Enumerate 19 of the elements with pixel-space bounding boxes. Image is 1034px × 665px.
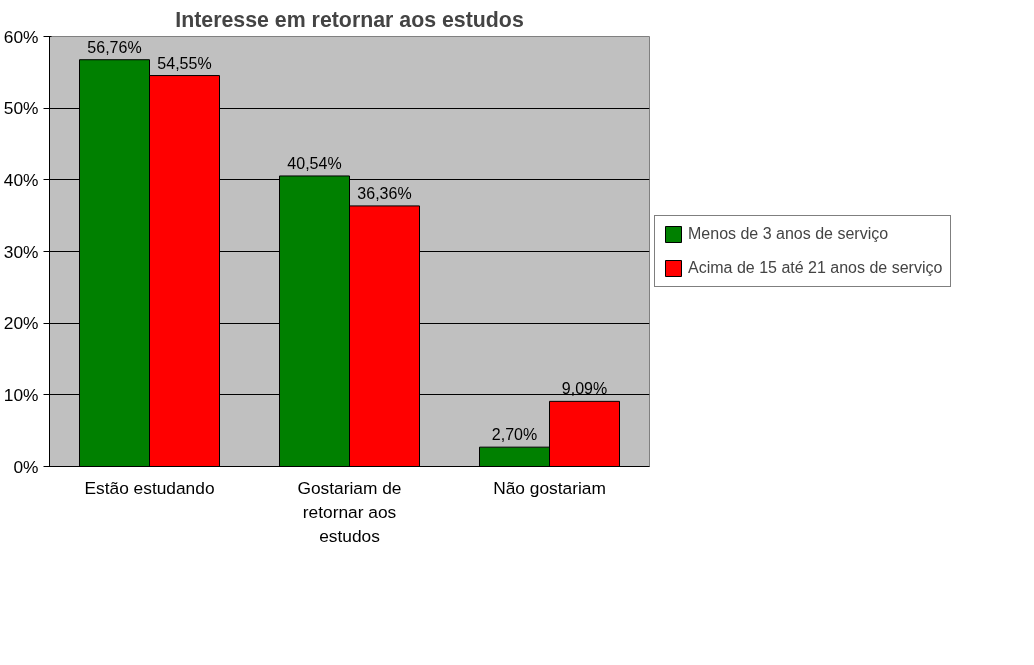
legend-label: Menos de 3 anos de serviço xyxy=(688,225,889,243)
data-label: 54,55% xyxy=(157,54,212,72)
y-tick-label: 50% xyxy=(3,98,39,119)
y-tick-label: 30% xyxy=(3,241,39,262)
y-tick-label: 0% xyxy=(13,456,39,477)
y-tick-label: 20% xyxy=(3,313,39,334)
chart-title: Interesse em retornar aos estudos xyxy=(175,7,524,32)
legend-label: Acima de 15 até 21 anos de serviço xyxy=(688,259,943,277)
data-label: 2,70% xyxy=(491,426,538,444)
data-label: 36,36% xyxy=(357,184,412,202)
x-tick-label: Estão estudando xyxy=(84,477,215,498)
x-tick-label: Gostariam de retornar aos estudos xyxy=(297,477,402,546)
y-tick-label: 60% xyxy=(3,26,39,47)
y-tick-label: 40% xyxy=(3,169,39,190)
x-tick-label: Não gostariam xyxy=(493,477,606,498)
data-label: 9,09% xyxy=(561,380,608,398)
y-tick-label: 10% xyxy=(3,384,39,405)
data-label: 56,76% xyxy=(87,38,142,56)
data-label: 40,54% xyxy=(287,154,342,172)
